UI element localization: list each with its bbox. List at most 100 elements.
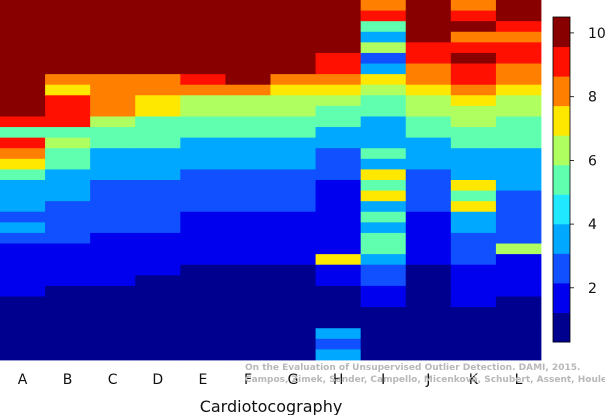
heatmap-cell: [315, 275, 362, 287]
heatmap-cell: [450, 127, 497, 139]
heatmap-cell: [90, 180, 136, 191]
heatmap-cell: [135, 74, 181, 86]
heatmap-cell: [90, 296, 136, 308]
heatmap-cell: [450, 338, 497, 350]
heatmap-cell: [135, 328, 181, 340]
heatmap-cell: [495, 63, 542, 75]
heatmap-cell: [180, 84, 226, 96]
heatmap-cell: [315, 222, 362, 234]
heatmap-cell: [0, 232, 46, 244]
heatmap-cell: [360, 105, 407, 117]
heatmap-cell: [135, 296, 181, 308]
heatmap-cell: [270, 52, 316, 64]
heatmap-cell: [90, 254, 136, 266]
heatmap-cell: [225, 52, 271, 64]
heatmap-cell: [270, 0, 316, 11]
heatmap-cell: [405, 317, 452, 329]
colorbar-tick-label: 8: [588, 90, 597, 106]
heatmap-cell: [0, 42, 46, 54]
heatmap-cell: [45, 127, 91, 139]
heatmap-cell: [270, 285, 316, 297]
heatmap-cell: [270, 201, 316, 213]
heatmap-cell: [0, 296, 46, 308]
heatmap-cell: [360, 275, 407, 287]
heatmap-cell: [315, 84, 362, 96]
heatmap-cell: [495, 317, 542, 329]
heatmap-cell: [450, 0, 497, 11]
heatmap-cell: [45, 84, 91, 96]
heatmap-cell: [405, 63, 452, 75]
heatmap-cell: [495, 74, 542, 86]
colorbar-tick-label: 2: [588, 281, 597, 297]
heatmap-cell: [135, 21, 181, 33]
heatmap-cell: [225, 21, 271, 33]
heatmap-cell: [90, 63, 136, 75]
heatmap-cell: [270, 296, 316, 308]
heatmap-cell: [495, 105, 542, 117]
heatmap-cell: [315, 63, 362, 75]
heatmap-cell: [360, 201, 407, 213]
heatmap-cell: [225, 264, 271, 276]
heatmap-cell: [135, 116, 181, 128]
heatmap-cell: [45, 317, 91, 329]
heatmap-cell: [315, 42, 362, 54]
heatmap-cell: [270, 127, 316, 139]
heatmap-cell: [360, 254, 407, 266]
x-tick-label: I: [381, 372, 385, 388]
heatmap-cell: [450, 84, 497, 96]
heatmap-cell: [0, 105, 46, 117]
heatmap-cell: [360, 296, 407, 308]
heatmap-cell: [135, 232, 181, 244]
heatmap-cell: [180, 158, 226, 170]
heatmap-cell: [360, 84, 407, 96]
heatmap-cell: [45, 10, 91, 22]
heatmap-cell: [270, 180, 316, 191]
heatmap-cell: [495, 52, 542, 64]
watermark-line-1: On the Evaluation of Unsupervised Outlie…: [245, 363, 580, 373]
heatmap-cell: [360, 317, 407, 329]
heatmap-cell: [270, 116, 316, 128]
heatmap-cell: [180, 180, 226, 191]
heatmap-cell: [450, 232, 497, 244]
heatmap-cell: [450, 201, 497, 213]
heatmap-cell: [360, 95, 407, 107]
heatmap-cell: [405, 148, 452, 160]
heatmap-cell: [0, 201, 46, 213]
heatmap-cell: [225, 63, 271, 75]
heatmap-cell: [450, 275, 497, 287]
x-tick-label: L: [515, 372, 523, 388]
heatmap-cell: [495, 307, 542, 319]
heatmap-cell: [315, 296, 362, 308]
heatmap-cell: [225, 148, 271, 160]
heatmap-cell: [225, 127, 271, 139]
heatmap-cell: [90, 169, 136, 181]
colorbar-segment: [553, 17, 570, 48]
heatmap-cell: [0, 158, 46, 170]
heatmap-cell: [45, 74, 91, 86]
heatmap-cell: [495, 42, 542, 54]
watermark: On the Evaluation of Unsupervised Outlie…: [245, 363, 605, 385]
heatmap-cell: [180, 222, 226, 234]
heatmap-cell: [315, 349, 362, 361]
heatmap-cell: [180, 275, 226, 287]
heatmap-cell: [495, 190, 542, 202]
heatmap-cell: [405, 95, 452, 107]
colorbar-segment: [553, 76, 570, 107]
heatmap-cell: [225, 116, 271, 128]
heatmap-cell: [495, 148, 542, 160]
heatmap-cell: [90, 317, 136, 329]
colorbar-segment: [553, 223, 570, 254]
heatmap-cell: [450, 243, 497, 255]
heatmap-cell: [135, 180, 181, 191]
heatmap-cell: [360, 232, 407, 244]
heatmap-cell: [135, 243, 181, 255]
colorbar-segment: [553, 164, 570, 195]
heatmap-cell: [495, 296, 542, 308]
colorbar-segment: [553, 194, 570, 225]
heatmap-cell: [45, 95, 91, 107]
heatmap-cell: [495, 211, 542, 223]
x-tick-label: D: [152, 372, 163, 388]
heatmap-cell: [495, 254, 542, 266]
heatmap-cell: [270, 275, 316, 287]
heatmap-cell: [405, 307, 452, 319]
